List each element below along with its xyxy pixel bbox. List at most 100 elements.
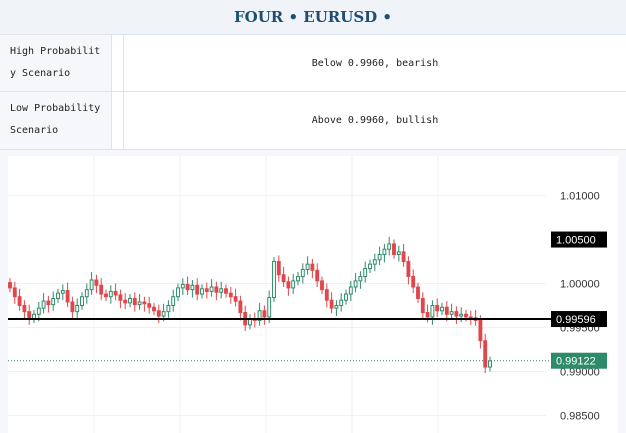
candle-down [435, 304, 440, 312]
scenario-row-low: Low Probability Scenario Above 0.9960, b… [0, 92, 626, 150]
candle-up [60, 290, 65, 294]
candle-down [420, 297, 425, 314]
candle-down [324, 289, 329, 301]
candle-down [310, 263, 315, 271]
page-title: FOUR • EURUSD • [233, 8, 392, 26]
candle-down [195, 284, 200, 295]
candle-down [113, 290, 118, 296]
candle-down [286, 281, 291, 289]
candle-down [401, 251, 406, 263]
price-tag-label: 0.99596 [556, 314, 596, 326]
chart-panel: 1.01000 1.00000 0.99500 0.99000 0.98500 1.005… [0, 150, 626, 433]
candle-down [454, 311, 459, 317]
candle-up [291, 280, 296, 289]
candle-down [118, 294, 123, 301]
candle-up [300, 268, 305, 277]
candle-up [80, 296, 84, 306]
candle-up [176, 287, 180, 298]
candle-up [440, 306, 444, 312]
candle-up [449, 311, 454, 315]
cell-divider [123, 92, 124, 149]
y-tick-label: 1.00000 [560, 279, 600, 291]
price-tag-label: 0.99122 [556, 356, 596, 368]
candle-down [406, 261, 411, 277]
candle-up [305, 263, 310, 270]
candle-down [132, 297, 137, 306]
candle-up [387, 243, 392, 250]
price-tag-label: 1.00500 [556, 235, 596, 247]
candle-up [257, 310, 262, 321]
candle-down [320, 280, 324, 291]
candle-up [200, 288, 204, 295]
candle-down [17, 296, 22, 306]
candle-down [238, 300, 243, 314]
candle-down [224, 288, 228, 294]
candle-up [353, 280, 358, 288]
candle-down [444, 306, 449, 315]
candle-down [214, 286, 219, 293]
candle-up [180, 283, 185, 289]
candle-down [104, 293, 108, 298]
candle-up [272, 261, 276, 299]
candle-down [156, 310, 161, 317]
scenario-row-high: High Probability Scenario Below 0.9960, … [0, 35, 626, 92]
price-tag [551, 311, 607, 328]
y-tick-label: 0.98500 [560, 410, 600, 422]
candle-up [372, 259, 377, 265]
candle-up [190, 284, 195, 291]
candle-up [89, 279, 94, 291]
candle-down [281, 274, 286, 283]
candle-down [228, 292, 233, 298]
scenario-value: Below 0.9960, bearish [311, 57, 439, 69]
candle-down [468, 316, 473, 319]
candle-up [334, 304, 339, 309]
candle-up [368, 263, 372, 270]
candle-up [382, 248, 387, 255]
candle-down [392, 243, 396, 255]
candle-up [51, 297, 56, 306]
candle-up [108, 290, 113, 298]
candle-down [233, 296, 238, 302]
candle-down [94, 279, 99, 286]
candle-up [36, 307, 41, 315]
candle-down [464, 313, 468, 318]
candle-up [56, 292, 60, 299]
candle-up [171, 296, 176, 306]
price-tag [551, 231, 607, 248]
candle-up [267, 297, 272, 318]
scenario-value: Above 0.9960, bullish [311, 115, 439, 126]
candle-down [27, 311, 32, 320]
candle-down [8, 282, 12, 289]
scenario-label: Low Probability Scenario [0, 92, 112, 149]
price-chart[interactable]: 1.01000 1.00000 0.99500 0.99000 0.98500 1.005… [8, 156, 618, 433]
candle-up [166, 304, 171, 313]
candle-down [46, 300, 51, 306]
candle-up [396, 251, 401, 255]
candle-up [161, 311, 166, 317]
candle-up [459, 313, 464, 317]
candle-up [344, 293, 348, 301]
candle-up [363, 268, 368, 277]
candle-up [84, 289, 89, 298]
candle-down [425, 312, 430, 318]
candle-down [416, 286, 420, 299]
candle-up [488, 360, 492, 368]
candle-down [478, 319, 483, 342]
candle-down [12, 287, 17, 298]
title-bar: FOUR • EURUSD • [0, 0, 626, 35]
y-tick-label: 1.01000 [560, 191, 600, 203]
candle-down [329, 299, 334, 309]
candle-up [358, 275, 363, 282]
candle-up [32, 313, 36, 320]
candle-up [430, 304, 435, 318]
y-tick-label: 0.99000 [560, 366, 600, 378]
candle-down [22, 304, 27, 313]
cell-divider [123, 35, 124, 91]
candle-down [315, 269, 320, 282]
candle-up [296, 275, 300, 282]
candle-down [70, 301, 75, 313]
candle-up [348, 286, 353, 295]
candle-up [377, 253, 382, 261]
candle-up [339, 299, 344, 306]
candle-up [75, 304, 80, 313]
